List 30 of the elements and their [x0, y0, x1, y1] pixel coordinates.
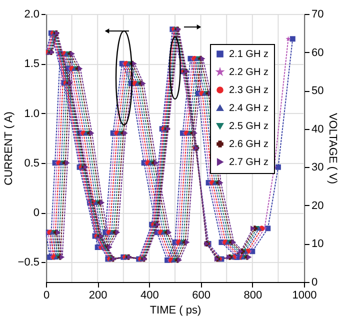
legend-label: 2.1 GH z: [229, 49, 268, 60]
x-tick-label: 400: [140, 290, 159, 302]
y-tick-label: 1.0: [24, 108, 40, 120]
legend-label: 2.7 GH z: [229, 157, 268, 168]
y2-tick-label: 70: [312, 8, 324, 20]
legend-label: 2.6 GH z: [229, 139, 268, 150]
y-tick-label: 0: [33, 207, 40, 220]
y2-tick-label: 30: [312, 162, 324, 174]
x-tick-label: 600: [192, 290, 210, 302]
x-tick-label: 800: [244, 290, 262, 302]
y2-tick-label: 40: [312, 123, 324, 136]
y2-tick-label: 0: [312, 276, 318, 288]
legend-label: 2.3 GH z: [229, 85, 268, 96]
x-tick-label: 1000: [292, 290, 317, 302]
x-axis-title: TIME ( ps): [150, 304, 202, 316]
y2-tick-label: 60: [312, 46, 324, 59]
y-tick-label: 1.5: [24, 58, 40, 70]
x-tick-label: 200: [88, 290, 108, 302]
y-tick-label: 0.5: [24, 157, 40, 170]
y2-tick-label: 20: [312, 200, 324, 212]
y-tick-label: 2.0: [24, 8, 40, 20]
legend-label: 2.4 GH z: [229, 103, 268, 114]
legend-label: 2.2 GH z: [229, 67, 268, 78]
y2-axis-title: VOLTAGE ( V): [326, 112, 339, 184]
x-tick-label: 0: [43, 290, 50, 302]
y2-tick-label: 10: [312, 238, 324, 250]
y2-tick-label: 50: [312, 85, 324, 98]
y-tick-label: −0.5: [18, 256, 40, 269]
legend-label: 2.5 GH z: [229, 121, 268, 132]
y-axis-title: CURRENT ( A): [2, 112, 15, 186]
